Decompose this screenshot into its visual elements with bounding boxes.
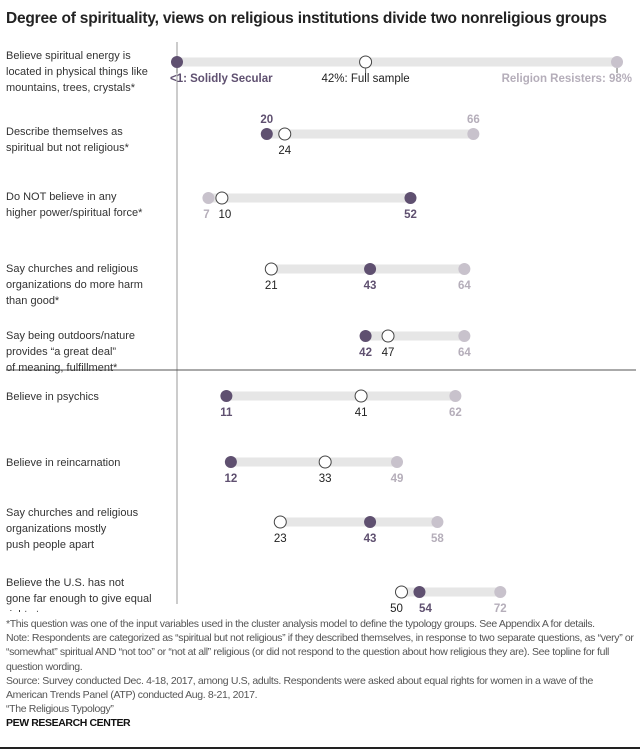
question-line: Do NOT believe in any: [6, 191, 117, 203]
question-line: organizations mostly: [6, 523, 107, 535]
secular-dot: [260, 128, 273, 140]
question-line: provides “a great deal”: [6, 346, 116, 358]
secular-value-label: 54: [419, 603, 432, 612]
question-line: than good*: [6, 295, 60, 307]
resisters-dot: [467, 128, 480, 140]
full-dot: [278, 127, 292, 141]
secular-value-label: 20: [260, 114, 273, 126]
question-label: Do NOT believe in any higher power/spirit…: [6, 191, 143, 219]
question-line: of meaning, fulfillment*: [6, 362, 118, 374]
footnotes: *This question was one of the input vari…: [6, 617, 636, 716]
resisters-value-label: 72: [494, 603, 507, 612]
resisters-value-label: Religion Resisters: 98%: [502, 73, 632, 85]
full-value-label: 50: [390, 603, 403, 612]
secular-value-label: 12: [224, 473, 237, 485]
footnote-note: Note: Respondents are categorized as “sp…: [6, 632, 634, 673]
full-value-label: 21: [265, 280, 278, 292]
secular-value-label: 43: [364, 280, 377, 292]
resisters-value-label: 64: [458, 347, 471, 359]
resisters-dot: [458, 263, 471, 275]
secular-dot: [359, 330, 372, 342]
footnote-source: Source: Survey conducted Dec. 4-18, 2017…: [6, 674, 593, 702]
resisters-dot: [458, 330, 471, 342]
secular-dot: [364, 263, 377, 275]
question-line: rights to women: [6, 609, 84, 612]
full-value-label: 33: [319, 473, 332, 485]
question-line: Say churches and religious: [6, 507, 139, 519]
question-line: higher power/spiritual force*: [6, 207, 143, 219]
full-value-label: 47: [382, 347, 395, 359]
resisters-value-label: 58: [431, 533, 444, 545]
secular-dot: [413, 586, 426, 598]
secular-value-label: 43: [364, 533, 377, 545]
resisters-dot: [611, 56, 624, 68]
resisters-dot: [202, 192, 215, 204]
secular-value-label: 42: [359, 347, 372, 359]
full-value-label: 42%: Full sample: [321, 73, 409, 85]
question-line: Believe in reincarnation: [6, 457, 120, 469]
secular-value-label: 52: [404, 209, 417, 221]
resisters-value-label: 7: [203, 209, 209, 221]
question-line: Believe in psychics: [6, 391, 99, 403]
chart-title: Degree of spirituality, views on religio…: [6, 10, 607, 27]
question-line: Say being outdoors/nature: [6, 330, 135, 342]
question-label: Believe spiritual energy is located in ph…: [6, 50, 148, 94]
bottom-rule: [0, 747, 640, 749]
dot-plot: Believe spiritual energy is located in ph…: [6, 42, 636, 612]
resisters-value-label: 66: [467, 114, 480, 126]
question-line: push people apart: [6, 539, 94, 551]
full-dot: [359, 55, 373, 69]
resisters-dot: [431, 516, 444, 528]
full-dot: [354, 389, 368, 403]
full-dot: [215, 191, 229, 205]
full-value-label: 10: [219, 209, 232, 221]
question-label: Describe themselves as spiritual but not …: [6, 126, 130, 154]
question-line: organizations do more harm: [6, 279, 143, 291]
question-label: Believe the U.S. has not gone far enough …: [6, 577, 152, 612]
question-line: Believe the U.S. has not: [6, 577, 124, 589]
question-label: Believe in psychics: [6, 391, 99, 403]
pew-logo-text: PEW RESEARCH CENTER: [6, 717, 131, 729]
secular-value-label: <1: Solidly Secular: [170, 73, 273, 85]
resisters-value-label: 64: [458, 280, 471, 292]
secular-dot: [171, 56, 183, 68]
question-label: Believe in reincarnation: [6, 457, 120, 469]
full-dot: [395, 585, 408, 599]
question-label: Say churches and religious organizations …: [6, 263, 143, 307]
secular-dot: [404, 192, 417, 204]
secular-dot: [220, 390, 233, 402]
resisters-dot: [449, 390, 462, 402]
question-line: spiritual but not religious*: [6, 142, 130, 154]
secular-dot: [364, 516, 377, 528]
resisters-value-label: 49: [391, 473, 404, 485]
question-line: gone far enough to give equal: [6, 593, 152, 605]
question-line: Describe themselves as: [6, 126, 123, 138]
footnote-report: “The Religious Typology”: [6, 703, 114, 716]
question-line: mountains, trees, crystals*: [6, 82, 136, 94]
question-label: Say being outdoors/nature provides “a gre…: [6, 330, 135, 374]
full-dot: [273, 515, 287, 529]
full-value-label: 41: [355, 407, 368, 419]
footnote-asterisk: *This question was one of the input vari…: [6, 618, 595, 630]
full-dot: [381, 329, 395, 343]
full-value-label: 24: [278, 145, 291, 157]
resisters-dot: [494, 586, 507, 598]
secular-value-label: 11: [220, 407, 233, 419]
full-value-label: 23: [274, 533, 287, 545]
question-line: Believe spiritual energy is: [6, 50, 131, 62]
question-line: Say churches and religious: [6, 263, 139, 275]
full-dot: [264, 262, 278, 276]
secular-dot: [224, 456, 237, 468]
question-line: located in physical things like: [6, 66, 148, 78]
question-label: Say churches and religious organizations …: [6, 507, 139, 551]
resisters-value-label: 62: [449, 407, 462, 419]
resisters-dot: [391, 456, 404, 468]
full-dot: [318, 455, 332, 469]
